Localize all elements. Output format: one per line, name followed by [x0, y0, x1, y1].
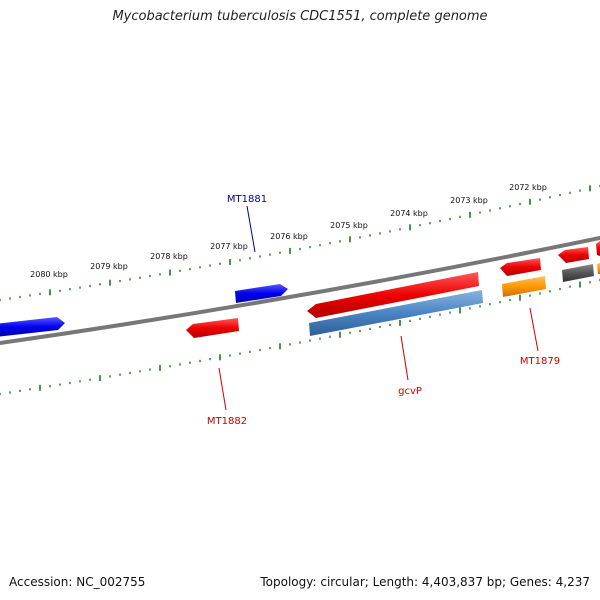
gene-label-MT1882: MT1882	[207, 416, 247, 427]
gene-edge-red[interactable]	[596, 241, 600, 256]
ruler-label-2077: 2077 kbp	[210, 242, 248, 251]
gene-forward-left[interactable]	[0, 317, 65, 337]
accession-text: Accession: NC_002755	[9, 575, 146, 589]
leader-MT1882	[218, 367, 227, 411]
leader-gcvP	[400, 335, 409, 381]
gene-reverse-right[interactable]	[558, 247, 589, 263]
genome-summary-text: Topology: circular; Length: 4,403,837 bp…	[260, 575, 590, 589]
ruler-label-2079: 2079 kbp	[90, 262, 128, 271]
ruler-label-2076: 2076 kbp	[270, 232, 308, 241]
gene-orange[interactable]	[502, 276, 546, 297]
gene-MT1882[interactable]	[186, 318, 239, 338]
gene-MT1879[interactable]	[500, 258, 541, 276]
gene-label-MT1879: MT1879	[520, 356, 560, 367]
ruler-label-2078: 2078 kbp	[150, 252, 188, 261]
gene-label-gcvP: gcvP	[398, 386, 422, 397]
gene-gray[interactable]	[562, 264, 594, 282]
ruler-label-2073: 2073 kbp	[450, 196, 488, 205]
leader-MT1881	[246, 205, 256, 253]
gene-gcvP[interactable]	[309, 290, 483, 336]
ruler-label-2072: 2072 kbp	[509, 183, 547, 192]
ruler-label-2080: 2080 kbp	[30, 270, 68, 279]
gene-label-MT1881: MT1881	[227, 194, 267, 205]
ruler-label-2075: 2075 kbp	[330, 221, 368, 230]
leader-MT1879	[529, 307, 539, 352]
outer-ruler	[0, 184, 600, 302]
ruler-label-2074: 2074 kbp	[390, 209, 428, 218]
genome-backbone	[0, 236, 600, 345]
gene-reverse-large[interactable]	[307, 272, 479, 318]
inner-ruler	[0, 278, 600, 396]
gene-MT1881[interactable]	[235, 284, 288, 303]
page-title: Mycobacterium tuberculosis CDC1551, comp…	[112, 9, 488, 24]
gene-edge-orange[interactable]	[597, 263, 600, 274]
